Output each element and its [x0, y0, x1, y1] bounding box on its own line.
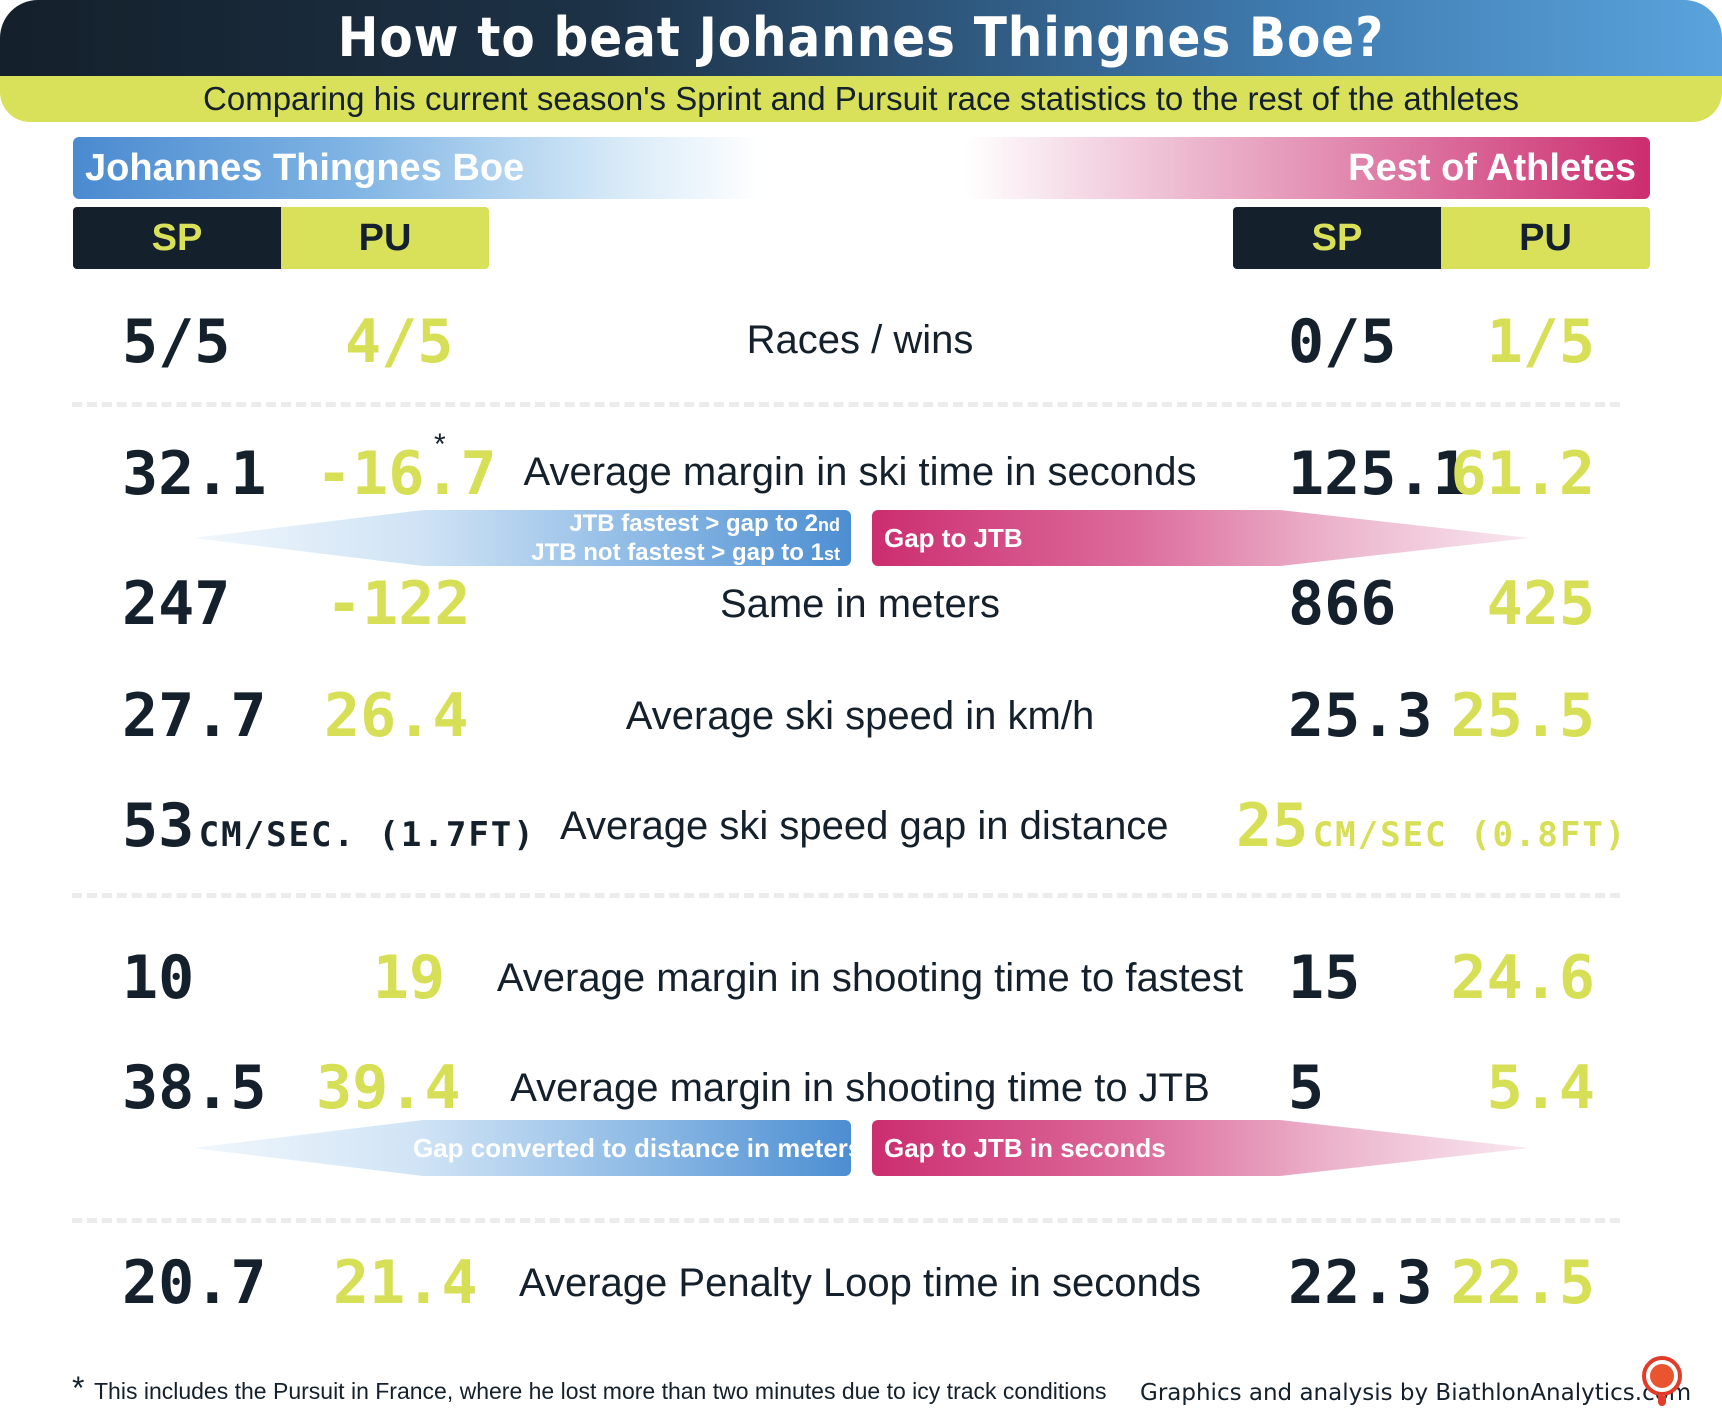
- rest-pu-tab: PU: [1441, 207, 1650, 269]
- jtb-sp-value: 10: [122, 943, 195, 1013]
- subtitle-bar: [0, 76, 1722, 122]
- jtb-sp-value: 27.7: [122, 681, 267, 751]
- rest-sp-tab: SP: [1233, 207, 1441, 269]
- row-label-speed-gap: Average ski speed gap in distance: [560, 804, 1169, 848]
- rest-pu-value: 5.4: [1486, 1053, 1595, 1123]
- row-label-shoot-jtb: Average margin in shooting time to JTB: [510, 1066, 1210, 1110]
- jtb-speed-gap-unit: CM/SEC. (1.7FT): [198, 815, 536, 855]
- row-label-meters: Same in meters: [719, 582, 1001, 626]
- jtb-pu-value: -16.7: [316, 439, 497, 509]
- rest-pu-value: 425: [1486, 569, 1595, 639]
- rest-speed-gap-unit: CM/SEC (0.8FT): [1312, 815, 1628, 855]
- ski-gap-right-text: Gap to JTB: [884, 523, 1023, 553]
- ski-gap-sup1: nd: [818, 515, 840, 535]
- ski-gap-left-text: JTB fastest > gap to 2nd JTB not fastest…: [500, 510, 840, 568]
- rest-sp-value: 0/5: [1288, 307, 1397, 377]
- shoot-gap-left-text: Gap converted to distance in meters: [413, 1133, 863, 1163]
- credit-text: Graphics and analysis by BiathlonAnalyti…: [1140, 1380, 1692, 1406]
- rest-sp-value: 866: [1288, 569, 1397, 639]
- jtb-sp-tab: SP: [73, 207, 281, 269]
- jtb-group-banner: Johannes Thingnes Boe: [73, 137, 763, 199]
- jtb-pu-value: 19: [372, 943, 445, 1013]
- jtb-sp-value: 38.5: [122, 1053, 267, 1123]
- rest-pu-value: 1/5: [1486, 307, 1595, 377]
- row-label-races-wins: Races / wins: [746, 318, 974, 362]
- logo-stem-icon: [1658, 1396, 1666, 1406]
- page-subtitle: Comparing his current season's Sprint an…: [203, 80, 1519, 117]
- jtb-sp-value: 247: [122, 569, 231, 639]
- row-label-shoot-fastest: Average margin in shooting time to faste…: [496, 956, 1244, 1000]
- footnote-asterisk: *: [72, 1370, 85, 1406]
- divider: [72, 402, 1620, 407]
- ski-gap-line1: JTB fastest > gap to 2: [569, 510, 818, 537]
- row-label-penalty: Average Penalty Loop time in seconds: [519, 1261, 1201, 1305]
- rest-speed-gap: 25 CM/SEC (0.8FT): [1236, 791, 1625, 861]
- row-label-ski-speed: Average ski speed in km/h: [625, 694, 1095, 738]
- jtb-pu-value: -122: [326, 569, 471, 639]
- logo-inner-icon: [1650, 1364, 1674, 1388]
- jtb-pu-value: 39.4: [316, 1053, 461, 1123]
- rest-sp-value: 15: [1288, 943, 1361, 1013]
- asterisk-note-marker: *: [434, 428, 446, 461]
- divider: [72, 893, 1620, 898]
- rest-sp-value: 22.3: [1288, 1248, 1433, 1318]
- ski-gap-sup2: st: [823, 544, 840, 564]
- rest-pu-value: 61.2: [1450, 439, 1596, 509]
- divider: [72, 1218, 1620, 1223]
- rest-pu-value: 22.5: [1450, 1248, 1596, 1318]
- rest-pu-value: 24.6: [1450, 943, 1596, 1013]
- rest-speed-gap-value: 25: [1236, 791, 1309, 861]
- ski-gap-line2: JTB not fastest > gap to 1: [531, 539, 824, 566]
- jtb-sp-value: 32.1: [122, 439, 267, 509]
- rest-sp-value: 25.3: [1288, 681, 1433, 751]
- page-title: How to beat Johannes Thingnes Boe?: [337, 6, 1385, 69]
- rest-group-banner: Rest of Athletes: [965, 137, 1650, 199]
- jtb-pu-tab: PU: [281, 207, 489, 269]
- row-label-ski-margin: Average margin in ski time in seconds: [523, 450, 1197, 494]
- jtb-speed-gap: 53 CM/SEC. (1.7FT): [122, 791, 536, 861]
- jtb-speed-gap-value: 53: [122, 791, 195, 861]
- jtb-pu-value: 4/5: [345, 307, 454, 377]
- title-bar: [0, 0, 1722, 76]
- rest-pu-value: 25.5: [1450, 681, 1596, 751]
- rest-sp-value: 125.1: [1288, 439, 1469, 509]
- jtb-pu-value: 21.4: [333, 1248, 478, 1318]
- shoot-gap-right-text: Gap to JTB in seconds: [884, 1133, 1166, 1163]
- jtb-sp-value: 5/5: [122, 307, 231, 377]
- footnote: This includes the Pursuit in France, whe…: [94, 1378, 1107, 1404]
- rest-sp-value: 5: [1288, 1053, 1325, 1123]
- jtb-sp-value: 20.7: [122, 1248, 267, 1318]
- jtb-pu-value: 26.4: [324, 681, 469, 751]
